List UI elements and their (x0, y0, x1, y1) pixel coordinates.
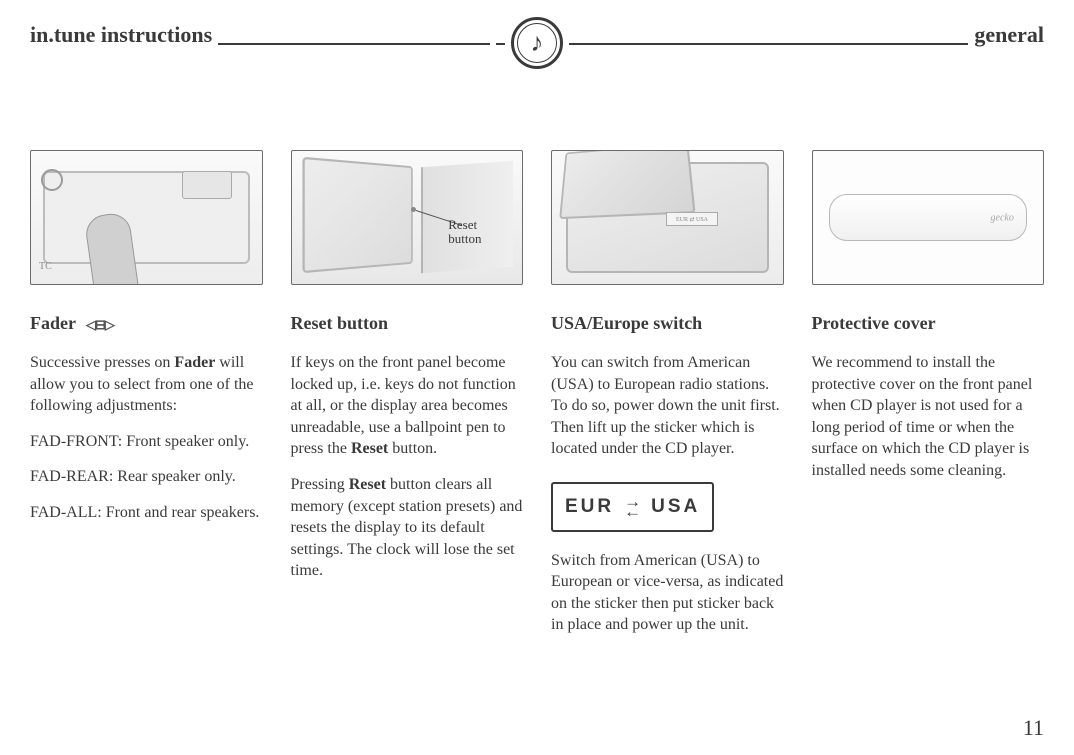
header-title-left: in.tune instructions (30, 22, 218, 48)
column-usa-europe: EUR ⇄ USA USA/Europe switch You can swit… (551, 150, 784, 650)
column-fader: TC Fader ◁⊟▷ Successive presses on Fader… (30, 150, 263, 650)
fader-fad-rear: FAD-REAR: Rear speaker only. (30, 466, 263, 488)
protective-cover-p1: We recommend to install the protective c… (812, 352, 1045, 482)
usa-europe-sticker-tiny: EUR ⇄ USA (666, 212, 718, 226)
usa-europe-body: You can switch from American (USA) to Eu… (551, 352, 784, 636)
eur-usa-sticker: EUR →← USA (551, 482, 714, 532)
usa-europe-p1: You can switch from American (USA) to Eu… (551, 352, 784, 460)
column-protective-cover: gecko Protective cover We recommend to i… (812, 150, 1045, 650)
fader-icon: ◁⊟▷ (86, 317, 114, 333)
usa-europe-illustration: EUR ⇄ USA (551, 150, 784, 285)
fader-title: Fader ◁⊟▷ (30, 313, 263, 334)
protective-cover-illustration: gecko (812, 150, 1045, 285)
content-columns: TC Fader ◁⊟▷ Successive presses on Fader… (30, 150, 1044, 650)
protective-cover-title: Protective cover (812, 313, 1045, 334)
page-number: 11 (1023, 715, 1044, 741)
fader-fad-all: FAD-ALL: Front and rear speakers. (30, 502, 263, 524)
sticker-eur: EUR (565, 494, 614, 520)
reset-body: If keys on the front panel become locked… (291, 352, 524, 582)
header-title-right: general (968, 22, 1044, 48)
page-header: in.tune instructions ♪ general (30, 20, 1044, 60)
cover-brand-label: gecko (991, 212, 1014, 223)
reset-illustration: Reset button (291, 150, 524, 285)
reset-title: Reset button (291, 313, 524, 334)
usa-europe-title: USA/Europe switch (551, 313, 784, 334)
fader-title-text: Fader (30, 313, 76, 334)
note-icon: ♪ (505, 17, 569, 69)
fader-fad-front: FAD-FRONT: Front speaker only. (30, 431, 263, 453)
sticker-usa: USA (651, 494, 700, 520)
fader-tc-label: TC (39, 261, 52, 272)
music-note-icon: ♪ (517, 23, 557, 63)
protective-cover-body: We recommend to install the protective c… (812, 352, 1045, 482)
fader-illustration: TC (30, 150, 263, 285)
column-reset: Reset button Reset button If keys on the… (291, 150, 524, 650)
reset-callout: Reset button (448, 218, 481, 248)
usa-europe-p2: Switch from American (USA) to European o… (551, 550, 784, 636)
swap-arrows-icon: →← (624, 497, 641, 517)
fader-body: Successive presses on Fader will allow y… (30, 352, 263, 524)
